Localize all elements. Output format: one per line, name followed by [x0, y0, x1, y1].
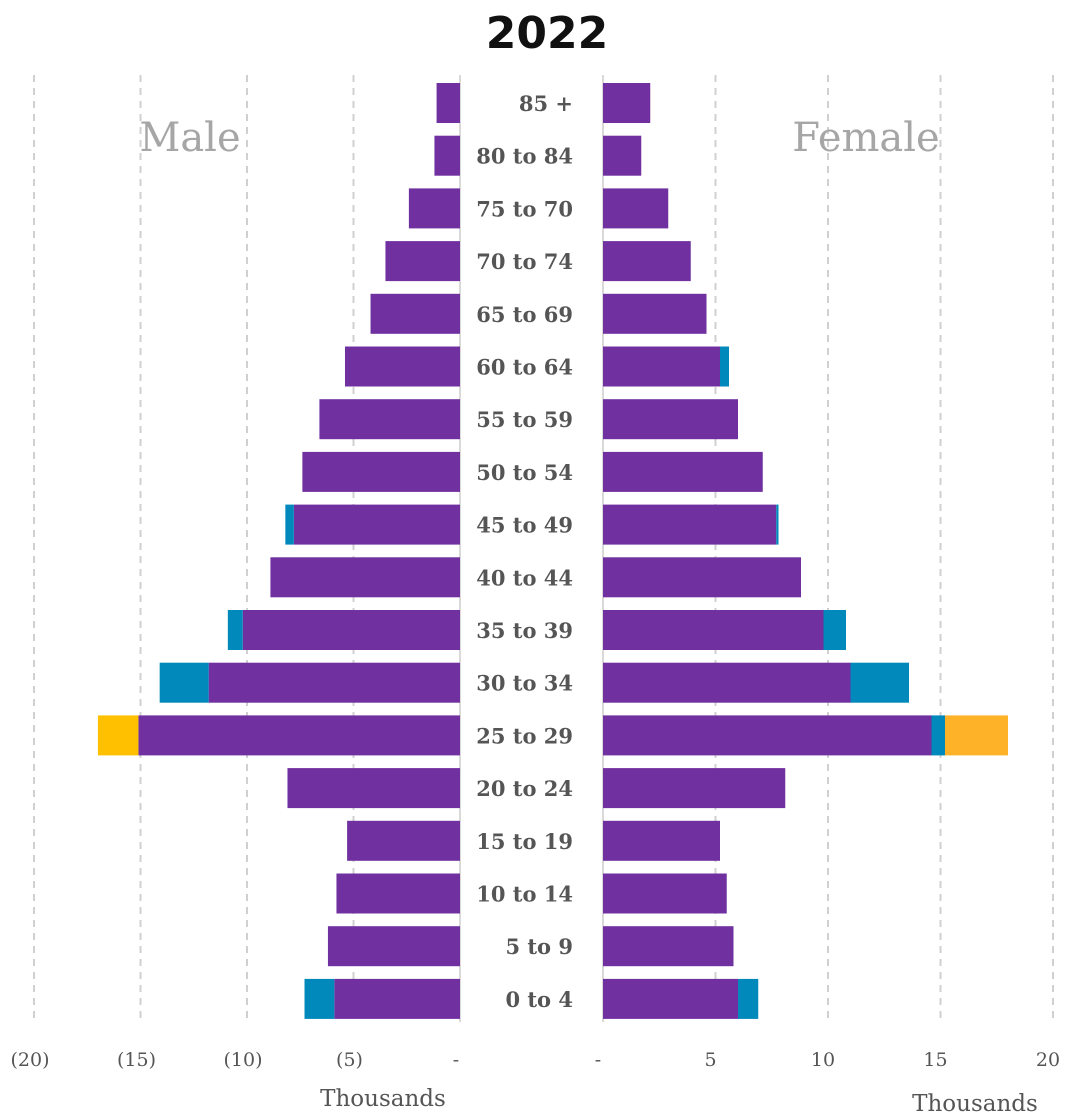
- female-bar-4-segment-1: [603, 241, 691, 282]
- age-group-label: 25 to 29: [476, 723, 573, 748]
- female-bar-9-segment-1: [603, 504, 777, 545]
- labels: 85 + 80 to 84 75 to 70 70 to 74 65 to 69 60 t…: [10, 91, 1060, 1071]
- male-tick-label: -: [453, 1049, 459, 1071]
- age-group-label: 15 to 19: [476, 829, 573, 854]
- female-panel-label: Female: [792, 115, 939, 161]
- female-bar-5-segment-1: [603, 293, 707, 334]
- female-bar-12-segment-1: [603, 662, 851, 703]
- male-bar-5-segment-1: [370, 293, 460, 334]
- male-bar-9-segment-1: [293, 504, 460, 545]
- female-bar-18-segment-2: [738, 978, 759, 1019]
- male-bar-15-segment-1: [347, 820, 460, 861]
- male-bar-12-segment-1: [208, 662, 460, 703]
- female-bar-8-segment-1: [603, 451, 763, 492]
- male-bar-18-segment-2: [304, 978, 335, 1019]
- male-bar-11-segment-1: [242, 610, 460, 650]
- female-bar-12-segment-2: [850, 662, 909, 703]
- male-bar-13-segment-3: [97, 715, 139, 756]
- male-bar-12-segment-2: [159, 662, 209, 703]
- female-bar-18-segment-1: [603, 978, 738, 1019]
- female-tick-label: 15: [923, 1049, 947, 1071]
- bars: [97, 83, 1008, 1019]
- male-axis-label: Thousands: [320, 1086, 446, 1112]
- male-tick-label: (15): [117, 1049, 156, 1071]
- female-bar-9-segment-2: [776, 504, 779, 545]
- male-bar-8-segment-1: [302, 451, 460, 492]
- female-tick-label: 5: [704, 1049, 716, 1071]
- age-group-label: 5 to 9: [505, 934, 573, 959]
- male-tick-label: (20): [10, 1049, 49, 1071]
- male-bar-11-segment-2: [227, 610, 243, 650]
- female-bar-6-segment-2: [720, 346, 729, 387]
- male-bar-1-segment-1: [436, 83, 460, 123]
- chart-title: 2022: [486, 8, 608, 59]
- female-bar-6-segment-1: [603, 346, 720, 387]
- age-group-label: 55 to 59: [476, 407, 573, 432]
- male-bar-14-segment-1: [287, 768, 460, 809]
- female-bar-15-segment-1: [603, 820, 720, 861]
- female-axis-label: Thousands: [912, 1091, 1038, 1115]
- male-bar-2-segment-1: [434, 135, 460, 176]
- female-bar-16-segment-1: [603, 873, 727, 914]
- female-bar-2-segment-1: [603, 135, 642, 176]
- male-bar-6-segment-1: [344, 346, 460, 387]
- female-bar-3-segment-1: [603, 188, 669, 229]
- age-group-label: 65 to 69: [476, 302, 573, 327]
- male-bar-10-segment-1: [270, 557, 460, 598]
- female-bar-10-segment-1: [603, 557, 801, 598]
- female-bar-1-segment-1: [603, 83, 651, 123]
- male-bar-3-segment-1: [408, 188, 460, 229]
- male-bar-18-segment-1: [334, 978, 460, 1019]
- male-bar-9-segment-2: [285, 504, 294, 545]
- gridlines: [33, 75, 1054, 1022]
- female-tick-label: -: [595, 1049, 601, 1071]
- male-bar-4-segment-1: [385, 241, 460, 282]
- age-group-label: 30 to 34: [476, 671, 573, 696]
- age-group-label: 60 to 64: [476, 355, 573, 380]
- age-group-label: 75 to 70: [476, 196, 573, 221]
- male-bar-7-segment-1: [319, 399, 460, 440]
- female-bar-7-segment-1: [603, 399, 738, 440]
- female-bar-13-segment-1: [603, 715, 932, 756]
- female-tick-label: 10: [811, 1049, 835, 1071]
- age-group-label: 80 to 84: [476, 144, 573, 169]
- age-group-label: 85 +: [519, 91, 573, 116]
- male-bar-17-segment-1: [327, 926, 460, 967]
- age-group-label: 10 to 14: [476, 882, 573, 907]
- female-bar-13-segment-2: [931, 715, 945, 756]
- age-group-label: 70 to 74: [476, 249, 573, 274]
- male-panel-label: Male: [139, 115, 240, 161]
- male-bar-13-segment-1: [138, 715, 460, 756]
- female-tick-label: 20: [1036, 1049, 1060, 1071]
- female-bar-14-segment-1: [603, 768, 786, 809]
- age-group-label: 50 to 54: [476, 460, 573, 485]
- male-bar-16-segment-1: [336, 873, 460, 914]
- age-group-label: 0 to 4: [505, 987, 573, 1012]
- age-group-label: 40 to 44: [476, 565, 573, 590]
- female-bar-11-segment-1: [603, 610, 824, 650]
- female-bar-17-segment-1: [603, 926, 734, 967]
- male-tick-label: (5): [336, 1049, 363, 1071]
- male-tick-label: (10): [223, 1049, 262, 1071]
- female-bar-13-segment-3: [945, 715, 1008, 756]
- female-bar-11-segment-2: [823, 610, 846, 650]
- age-group-label: 45 to 49: [476, 513, 573, 538]
- age-group-label: 35 to 39: [476, 618, 573, 643]
- age-group-label: 20 to 24: [476, 776, 573, 801]
